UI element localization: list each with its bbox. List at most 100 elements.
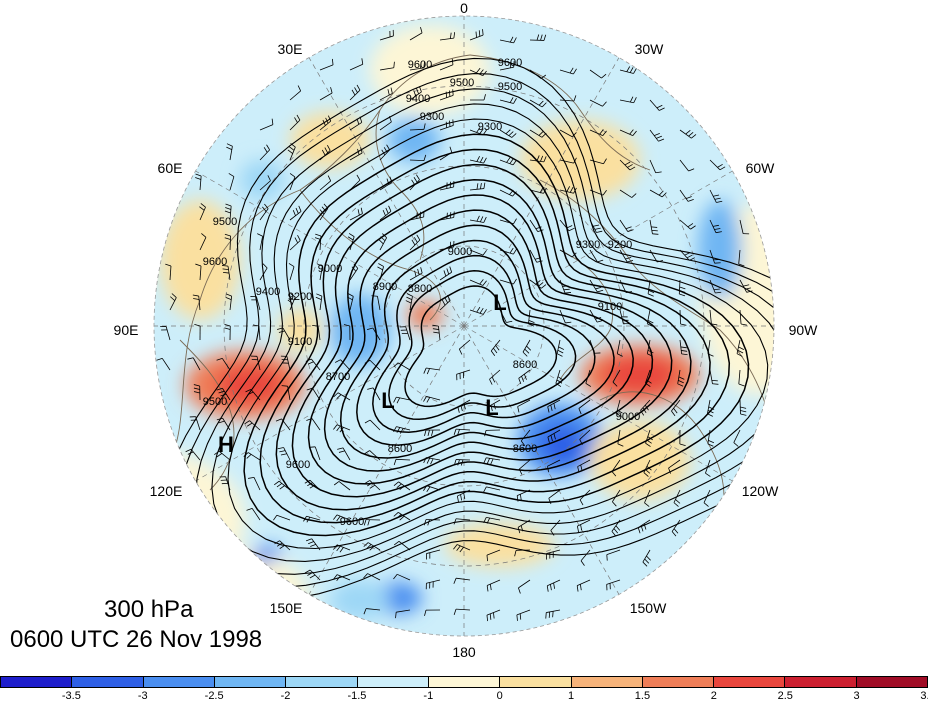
wind-barb [218,450,231,461]
height-contour [211,103,774,562]
wind-barb-feather [556,379,563,384]
wind-barb-feather [518,378,522,385]
wind-barb-feather [517,406,520,413]
colorbar-swatch [571,677,643,687]
wind-barb-feather [347,293,354,297]
wind-barb-feather [224,233,231,237]
anomaly-blob [330,580,390,620]
wind-barb-feather [426,397,431,403]
wind-barb-feather [540,34,543,41]
contour-label: 9000 [318,263,342,275]
wind-barb [606,549,621,556]
wind-barb-feather [594,227,601,230]
wind-barb [459,339,471,350]
anomaly-blob [160,200,240,320]
wind-barb-feather [363,573,368,579]
wind-barb-feather [304,479,311,484]
wind-barb-feather [324,147,329,154]
height-contour [404,285,558,408]
longitude-label: 0 [460,0,468,16]
wind-barb-feather [351,89,356,96]
contour-label: 8600 [388,443,412,455]
wind-barb [289,176,296,191]
wind-barb-feather [495,345,500,351]
wind-barb-feather [644,558,650,564]
colorbar-tick-label: -2 [280,690,291,702]
wind-barb [311,418,321,431]
wind-barb-feather [192,294,199,297]
wind-barb [282,327,291,341]
wind-barb-feather [187,357,194,360]
wind-barb-feather [625,226,632,230]
wind-barb-feather [226,143,233,147]
wind-barb-feather [335,359,341,363]
contour-label: 9500 [450,77,474,89]
wind-barb [589,159,604,165]
wind-barb-feather [390,87,393,94]
wind-barb-feather [615,525,621,531]
colorbar-tick-label: 0 [496,690,503,702]
latitude-circle [303,165,625,487]
wind-barb [617,429,621,444]
wind-barb [649,249,658,263]
wind-barb-feather [509,36,514,43]
meridian [463,57,620,327]
height-contour [227,118,769,550]
wind-barb-feather [193,391,200,394]
wind-barb [426,395,441,401]
wind-barb [529,99,543,108]
wind-barb-feather [423,519,427,526]
wind-barb [439,64,454,71]
wind-barb-feather [193,384,200,387]
wind-barb [709,249,716,264]
wind-barb-feather [602,101,607,107]
longitude-label: 60E [157,160,183,176]
wind-barb-feather [483,94,486,101]
wind-barb [395,458,411,461]
anomaly-blob [698,200,742,300]
wind-barb-feather [678,379,684,384]
wind-barb-feather [678,376,685,380]
anomaly-blob [370,25,490,115]
longitude-label: 30W [634,41,664,57]
wind-barb-feather [489,379,493,385]
wind-barb [645,369,651,384]
longitude-label: 60W [745,160,775,176]
wind-barb [161,358,171,371]
wind-barb-feather [517,527,521,534]
contour-label: 9400 [406,93,430,105]
wind-barb [619,99,634,104]
wind-barb-feather [393,574,398,580]
wind-barb-feather [195,177,202,180]
wind-barb-feather [743,284,750,287]
wind-barb-feather [711,323,718,326]
wind-barb-feather [316,263,323,267]
colorbar-tick-label: -2.5 [204,690,224,702]
wind-barb-feather [287,149,293,154]
wind-barb [319,180,331,191]
contour-label: 9600 [408,59,432,71]
contour-label: 9300 [420,111,444,123]
wind-barb-feather [331,58,334,65]
wind-barb-feather [716,200,723,203]
wind-barb-feather [427,519,430,526]
height-contour [195,88,774,575]
wind-barb-feather [327,175,332,182]
wind-barb-feather [643,472,649,477]
contour-label: 9200 [608,239,632,251]
wind-barb [589,279,598,293]
wind-barb [486,549,501,556]
wind-barb [409,67,424,71]
wind-barb-feather [451,58,454,65]
wind-barb-feather [489,584,492,591]
wind-barb-feather [687,198,694,202]
wind-barb-feather [571,132,577,138]
wind-barb [397,573,411,581]
wind-barb-feather [292,210,296,216]
wind-barb-feather [453,609,457,615]
wind-barb-feather [218,420,225,424]
wind-barb [221,358,231,371]
wind-barb-feather [393,512,399,517]
wind-barb-feather [538,282,544,287]
wind-barb [499,159,514,166]
